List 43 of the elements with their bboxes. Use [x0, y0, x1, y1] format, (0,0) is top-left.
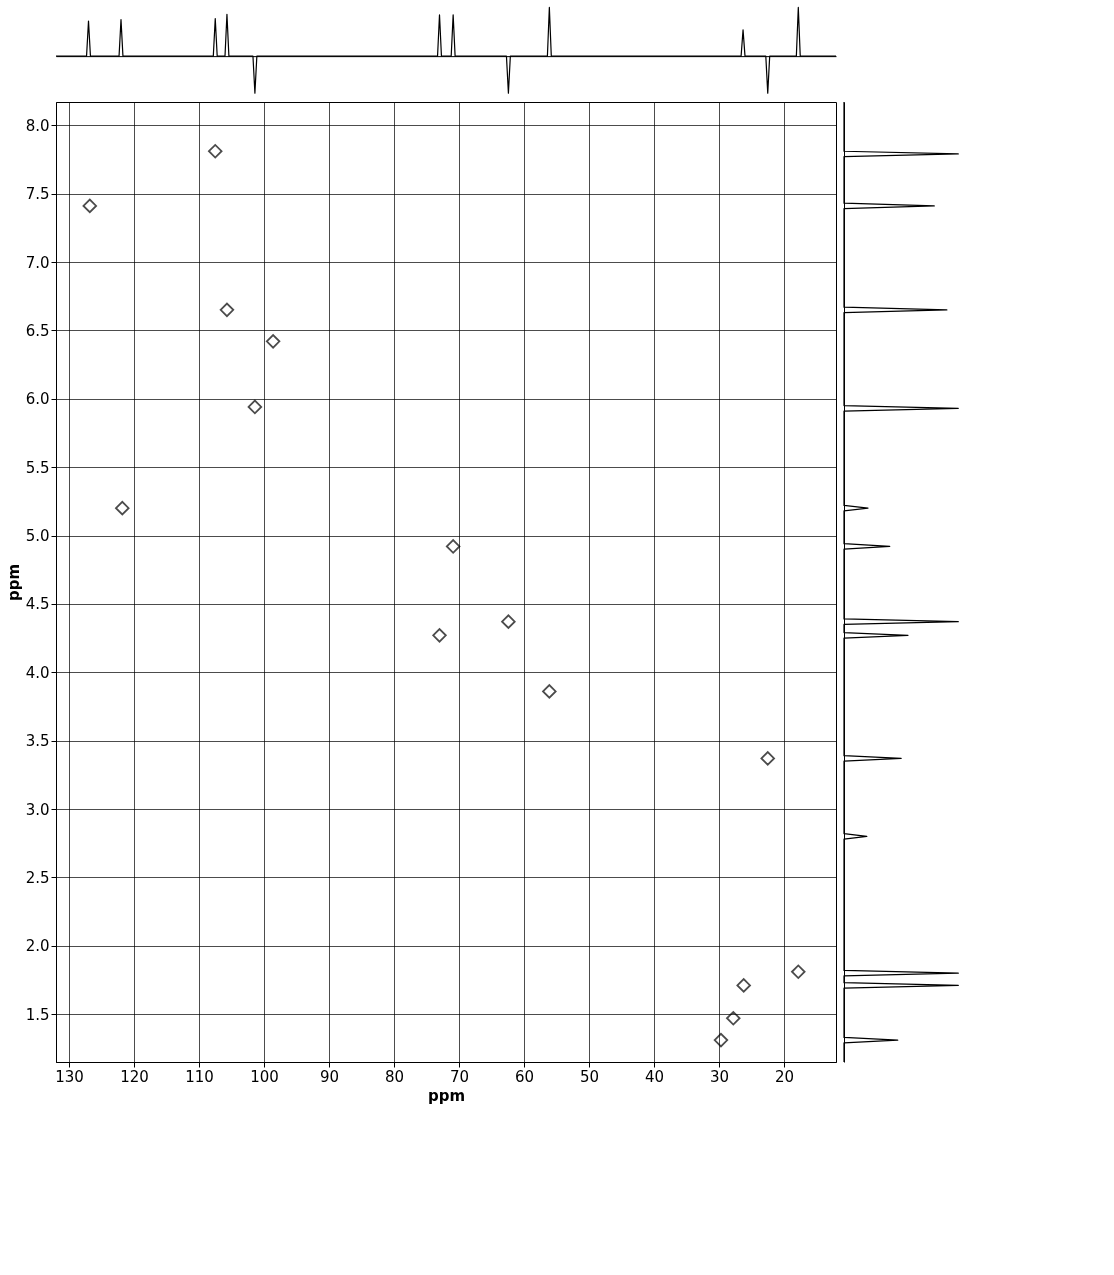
- y-tick-label: 5.5: [25, 458, 50, 477]
- x-tick-label: 20: [774, 1067, 795, 1086]
- y-tick-label: 6.5: [25, 321, 50, 340]
- x-tick-label: 50: [579, 1067, 600, 1086]
- x-tick-label: 60: [514, 1067, 535, 1086]
- x-tick-label: 30: [709, 1067, 730, 1086]
- y-tick-label: 8.0: [25, 116, 50, 135]
- x-tick-label: 130: [55, 1067, 84, 1086]
- x-tick-label: 90: [319, 1067, 340, 1086]
- y-axis-title: ppm: [4, 563, 23, 602]
- y-tick-label: 6.0: [25, 390, 50, 409]
- x-tick-label: 110: [185, 1067, 214, 1086]
- y-tick-label: 3.5: [25, 732, 50, 751]
- point: [713, 1032, 729, 1048]
- x-tick-label: 70: [449, 1067, 470, 1086]
- y-tick-label: 2.0: [25, 937, 50, 956]
- point: [432, 628, 447, 643]
- y-tick-label: 5.0: [25, 527, 50, 545]
- point: [82, 198, 98, 214]
- y-tick-label: 2.5: [25, 868, 50, 887]
- point: [726, 1011, 741, 1026]
- point: [760, 751, 775, 766]
- y-tick-label: 4.0: [25, 663, 50, 682]
- x-tick-label: 120: [120, 1067, 149, 1086]
- y-tick-label: 7.5: [25, 185, 50, 204]
- x-tick-label: 80: [384, 1067, 405, 1086]
- y-tick-label: 3.0: [25, 800, 50, 819]
- y-tick-label: 4.5: [25, 595, 50, 614]
- point: [542, 684, 557, 699]
- x-tick-label: 100: [250, 1067, 279, 1086]
- point: [791, 964, 806, 979]
- point: [265, 334, 281, 349]
- point: [736, 978, 751, 993]
- point: [247, 399, 263, 415]
- point: [208, 144, 223, 159]
- point: [501, 614, 516, 629]
- x-tick-label: 40: [644, 1067, 665, 1086]
- point: [115, 500, 130, 516]
- x-axis-title: ppm: [427, 1086, 466, 1105]
- point: [219, 302, 235, 318]
- y-tick-label: 1.5: [25, 1005, 50, 1024]
- y-tick-label: 7.0: [25, 253, 50, 272]
- point: [445, 539, 461, 554]
